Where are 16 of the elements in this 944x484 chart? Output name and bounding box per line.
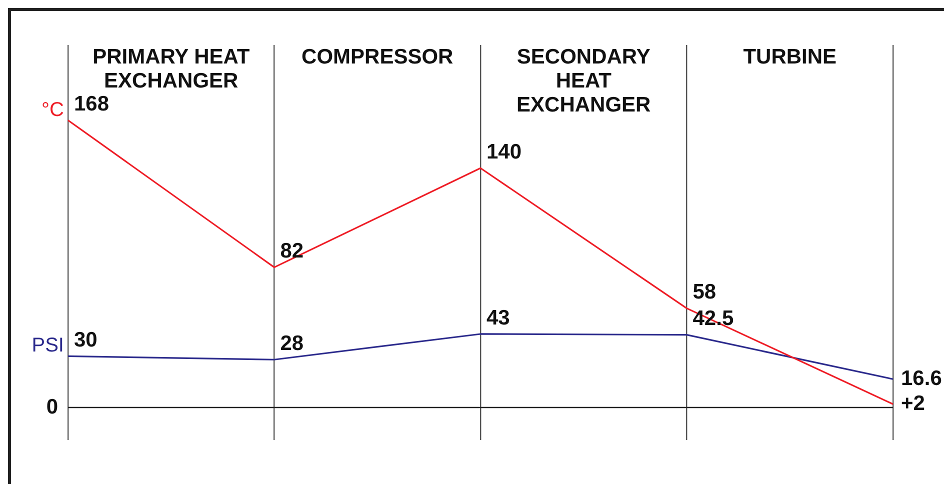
annotation: SECONDARY HEAT EXCHANGER	[516, 45, 651, 116]
data-label: +2	[901, 392, 925, 415]
series-label: PSI	[32, 334, 64, 357]
data-label: 168	[74, 92, 110, 116]
data-label: 58	[692, 280, 716, 304]
annotation: PRIMARY HEAT EXCHANGER	[92, 45, 250, 92]
data-label: 30	[74, 328, 98, 352]
series-label: °C	[42, 98, 64, 121]
annotation: TURBINE	[743, 45, 837, 68]
data-label: 28	[280, 332, 304, 355]
data-label: 43	[486, 306, 510, 330]
annotation: COMPRESSOR	[302, 45, 454, 68]
data-label: 16.6	[901, 366, 942, 390]
ref-line-label: 0	[46, 395, 58, 418]
data-label: 140	[486, 140, 522, 164]
data-label: 82	[280, 240, 304, 263]
